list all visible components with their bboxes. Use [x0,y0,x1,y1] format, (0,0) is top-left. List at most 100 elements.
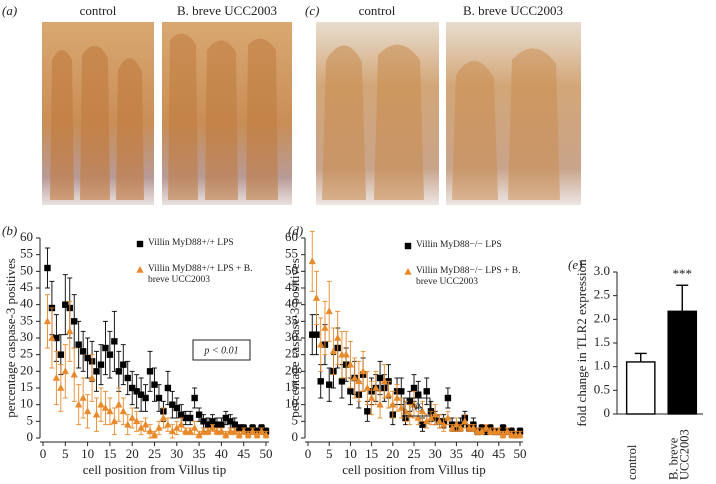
y-tick-label: 5 [292,412,299,427]
x-axis-label: cell position from Villus tip [342,462,485,477]
marker [115,400,123,408]
caption: control [80,3,117,18]
y-tick-label: 1.0 [594,358,610,373]
y-tick-label: 15 [285,379,298,394]
x-tick-label: 25 [148,446,161,461]
marker [110,417,118,425]
x-tick-label: 10 [344,446,357,461]
marker [191,424,199,431]
marker [75,400,83,408]
x-tick-label: 0 [40,446,47,461]
marker [57,351,65,358]
marker [440,420,448,428]
marker [43,317,52,325]
marker [155,394,163,402]
micrograph-c-breve [446,22,581,205]
y-axis-label: percentage caspase-3 positives [3,258,18,418]
x-tick-label-box: B. breve UCC2003 [668,429,692,480]
x-tick-label: 25 [408,446,421,461]
marker [209,418,216,425]
y-axis-label: percentage caspase-3 positives [287,258,302,418]
legend-label-box: Villin MyD88−/− LPS + B. breve UCC2003 [416,266,521,287]
marker [84,354,91,362]
micrograph-c-control [316,22,439,205]
marker [142,394,149,402]
y-tick-label: 25 [20,346,33,361]
marker [93,368,100,375]
x-tick-label: 5 [62,446,69,461]
marker [346,360,354,368]
marker [195,430,203,438]
marker [338,378,346,385]
x-tick-label: control [626,444,639,480]
marker [415,391,422,398]
caption: control [359,3,396,18]
marker [397,404,405,411]
marker [363,384,371,391]
marker [133,417,141,425]
x-tick-label: 35 [193,446,206,461]
marker [168,427,176,435]
marker [355,377,363,385]
marker [106,407,114,415]
x-tick-label: 50 [514,446,527,461]
legend-marker [136,240,144,248]
bar [625,361,656,415]
annotation: *** [673,266,693,281]
marker [423,388,430,395]
micrograph-a-control [42,22,154,205]
x-tick-label: B. breve UCC2003 [668,429,692,480]
marker [115,368,123,375]
panel-label: (e) [568,257,582,272]
marker [186,427,194,435]
marker [427,414,435,421]
legend-label-box: Villin MyD88−/− LPS [416,240,502,250]
legend-label: Villin MyD88+/+ LPS [148,238,234,248]
legend-marker [404,268,412,275]
y-tick-label: 0 [292,429,299,444]
y-tick-label: 10 [285,396,298,411]
marker [164,384,172,392]
x-axis-label: cell position from Villus tip [83,462,226,477]
marker [380,377,388,385]
marker [308,257,316,265]
marker [478,427,486,435]
annotation-box [192,339,251,361]
marker [516,430,524,438]
y-tick-label: 20 [285,362,298,377]
marker [195,411,203,418]
marker [141,420,150,428]
y-axis-label: fold change in TLR2 expression [574,259,589,427]
marker [444,414,452,421]
x-tick-label: 30 [170,446,183,461]
marker [173,404,180,412]
marker [257,427,266,435]
marker [222,414,230,422]
marker [119,407,127,415]
annotation: p < 0.01 [203,345,238,356]
marker [227,418,234,425]
marker [384,390,393,398]
marker [410,384,418,392]
marker [151,381,158,388]
marker [97,400,105,408]
y-tick-label: 60 [20,229,33,244]
panel-label: (b) [2,223,17,238]
marker [309,331,316,338]
y-tick-label: 45 [20,279,33,294]
y-tick-label: 3.0 [594,263,610,278]
marker [186,414,194,422]
marker [97,361,105,368]
marker [249,427,257,435]
x-tick-label: 0 [305,446,312,461]
marker [313,331,320,338]
y-tick-label: 45 [285,279,298,294]
x-tick-label: 45 [492,446,505,461]
legend-label: Villin MyD88−/− LPS + B. breve UCC2003 [416,266,521,287]
marker [469,424,477,431]
marker [253,430,261,438]
marker [222,430,230,438]
marker [457,424,465,431]
marker [406,398,413,405]
